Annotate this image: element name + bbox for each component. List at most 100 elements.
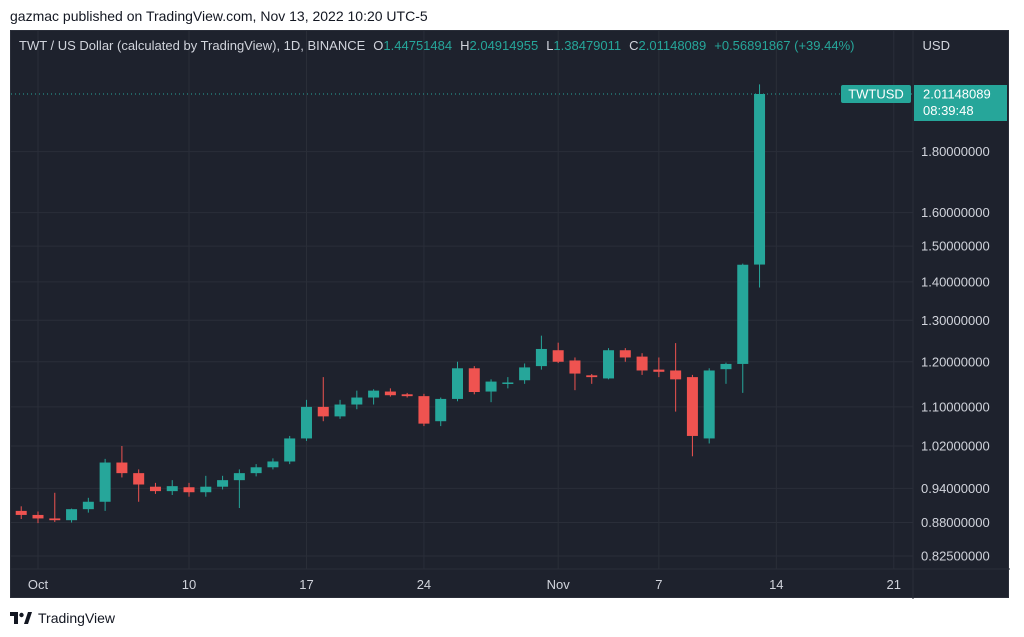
candle[interactable] [552,342,564,364]
candle[interactable] [586,374,598,384]
candle[interactable] [233,469,245,509]
candle-body [15,510,27,515]
candle[interactable] [653,357,665,378]
price-tags: TWTUSD 2.01148089 08:39:48 [841,85,1007,121]
candle[interactable] [217,475,229,490]
candle[interactable] [435,397,447,427]
candle[interactable] [452,361,463,402]
candle[interactable] [133,469,145,502]
low-label: L [546,38,554,53]
candle-body [619,350,631,358]
candle-body [502,382,514,384]
candle-body [166,486,178,492]
candle[interactable] [401,392,413,398]
candle[interactable] [183,482,195,497]
candle-body [334,404,346,417]
candle-body [670,370,682,380]
candle[interactable] [686,374,698,457]
candle-body [754,94,766,265]
candle[interactable] [49,492,61,522]
candle[interactable] [619,348,631,362]
candle[interactable] [300,399,312,441]
price-tick-label: 0.94000000 [921,481,990,496]
price-tick-label: 0.82500000 [921,549,990,564]
candle-body [686,377,698,436]
candle[interactable] [15,506,27,520]
published-caption: gazmac published on TradingView.com, Nov… [10,8,428,24]
candle[interactable] [603,348,615,380]
candles[interactable] [15,84,766,524]
candle[interactable] [99,458,111,511]
candle[interactable] [66,508,78,523]
price-tick-label: 1.20000000 [921,354,990,369]
candle-body [569,360,581,374]
candlestick-chart[interactable]: 1.80000000 1.60000000 1.50000000 1.40000000… [11,31,1010,599]
price-tick-label: 1.50000000 [921,239,990,254]
change-value: +0.56891867 (+39.44%) [714,38,855,53]
candle[interactable] [32,511,44,524]
candle-body [519,367,531,381]
candle[interactable] [351,390,363,410]
candle[interactable] [384,388,396,397]
candle[interactable] [636,353,648,375]
candle[interactable] [267,458,279,470]
candle[interactable] [418,393,430,427]
candle-body [99,462,111,502]
candle[interactable] [485,379,497,403]
time-axis-labels[interactable]: Oct 10 17 24 Nov 7 14 21 [28,577,901,592]
high-value: 2.04914955 [469,38,539,53]
currency-label[interactable]: USD [922,38,950,53]
candle[interactable] [535,335,547,370]
candle-body [535,348,547,367]
price-axis-labels[interactable]: 1.80000000 1.60000000 1.50000000 1.40000000… [921,144,990,563]
candle[interactable] [468,366,480,395]
candle[interactable] [82,497,94,513]
candle[interactable] [754,84,766,288]
candle[interactable] [519,363,531,384]
footer-brand[interactable]: TradingView [10,610,115,626]
grid-lines [11,31,913,569]
candle[interactable] [317,377,329,422]
candle[interactable] [670,343,682,412]
close-value: 2.01148089 [638,38,707,53]
time-tick-label: Oct [28,577,49,592]
low-value: 1.38479011 [553,38,622,53]
open-value: 1.44751484 [383,38,453,53]
candle-body [603,350,615,379]
candle[interactable] [166,480,178,496]
candle[interactable] [334,399,346,419]
candle-body [653,369,665,372]
time-tick-label: 17 [299,577,313,592]
symbol-legend: TWT / US Dollar (calculated by TradingVi… [19,38,854,53]
candle[interactable] [569,357,581,391]
candle-body [468,368,480,393]
candle[interactable] [200,475,212,497]
candle[interactable] [720,362,732,384]
candle-body [317,406,329,417]
candle-body [217,480,229,487]
candle[interactable] [116,446,128,478]
close-label: C [629,38,639,53]
candle[interactable] [250,464,262,477]
time-tick-label: 7 [655,577,662,592]
candle[interactable] [368,389,380,405]
high-label: H [460,38,470,53]
bar-countdown: 08:39:48 [923,103,974,118]
tradingview-logo-icon [10,612,32,624]
candle-body [368,390,380,398]
candle-body [703,370,715,439]
candle-body [351,397,363,405]
candle[interactable] [284,435,296,465]
symbol-description[interactable]: TWT / US Dollar (calculated by TradingVi… [19,38,366,53]
time-tick-label: 14 [769,577,783,592]
candle[interactable] [502,377,514,389]
candle[interactable] [703,368,715,444]
candle[interactable] [149,482,161,494]
candle-body [737,264,749,364]
symbol-tag-label: TWTUSD [848,87,904,102]
candle-body [133,473,145,485]
candle-body [267,461,279,468]
candle[interactable] [737,263,749,393]
chart-panel[interactable]: 1.80000000 1.60000000 1.50000000 1.40000000… [10,30,1010,599]
symbol-tag [841,85,911,103]
